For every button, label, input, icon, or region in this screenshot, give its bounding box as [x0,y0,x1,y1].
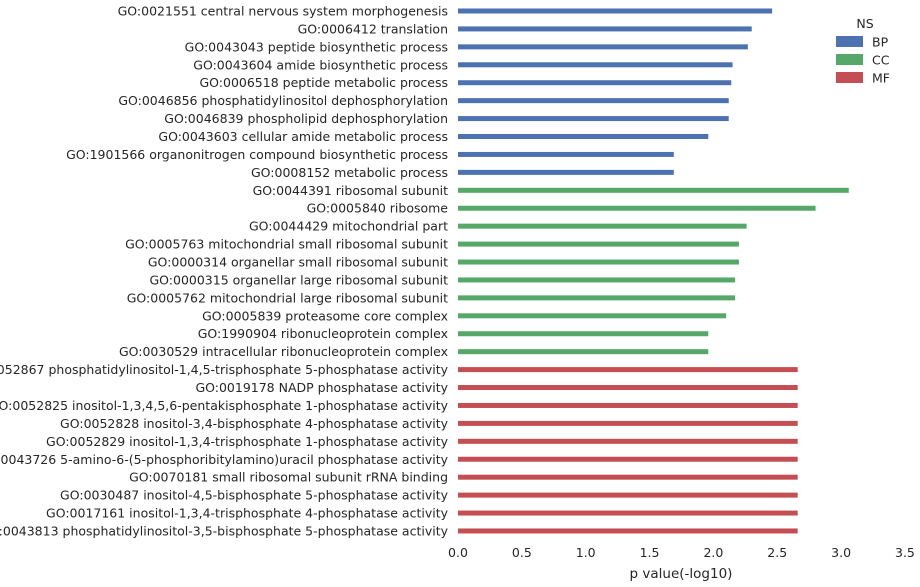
category-label: GO:0052825 inositol-1,3,4,5,6-pentakisph… [0,398,449,413]
bar-bp [458,62,733,68]
bar-bp [458,44,748,50]
category-label: GO:0052828 inositol-3,4-bisphosphate 4-p… [60,416,449,431]
bar-mf [458,474,798,480]
category-label: GO:1901566 organonitrogen compound biosy… [66,147,448,162]
category-label: GO:0005762 mitochondrial large ribosomal… [127,290,448,305]
bar-cc [458,205,816,211]
legend-swatch-cc [836,54,863,65]
category-label: GO:0052829 inositol-1,3,4-trisphosphate … [46,434,449,449]
bar-mf [458,438,798,444]
bar-bp [458,98,729,104]
bar-bp [458,116,729,122]
category-label: GO:1990904 ribonucleoprotein complex [198,326,448,341]
x-tick-label: 2.0 [703,545,723,560]
x-tick-label: 0.0 [448,545,468,560]
x-tick-label: 0.5 [512,545,532,560]
x-tick-label: 1.0 [576,545,596,560]
bar-cc [458,349,709,355]
bar-cc [458,331,709,337]
bar-bp [458,134,709,140]
bar-bp [458,26,752,32]
bar-cc [458,295,736,301]
category-label: GO:0044429 mitochondrial part [249,219,448,234]
category-label: GO:0043603 cellular amide metabolic proc… [158,129,448,144]
category-label: GO:0000314 organellar small ribosomal su… [148,255,448,270]
category-label: GO:0046856 phosphatidylinositol dephosph… [118,93,448,108]
bar-mf [458,420,798,426]
legend-label-bp: BP [872,35,889,50]
x-tick-label: 1.5 [640,545,660,560]
x-tick-label: 2.5 [767,545,787,560]
category-label: GO:0043604 amide biosynthetic process [193,57,448,72]
legend: NS BP CC MF [836,16,890,86]
category-label: GO:0005840 ribosome [307,201,449,216]
legend-label-cc: CC [872,53,890,68]
x-tick-label: 3.5 [895,545,915,560]
category-label: GO:0017161 inositol-1,3,4-trisphosphate … [46,506,449,521]
bar-mf [458,528,798,534]
bar-bp [458,169,674,175]
bar-cc [458,259,739,265]
bars-group [458,8,849,534]
category-label: GO:0043726 5-amino-6-(5-phosphoribitylam… [0,452,449,467]
bar-mf [458,492,798,498]
x-tick-label: 3.0 [831,545,851,560]
bar-mf [458,385,798,391]
category-label: GO:0043813 phosphatidylinositol-3,5-bisp… [0,523,449,538]
x-tick-labels-group: 0.0 0.5 1.0 1.5 2.0 2.5 3.0 3.5 [448,545,915,560]
legend-label-mf: MF [872,71,890,86]
category-labels-group: GO:0021551 central nervous system morpho… [0,4,449,539]
bar-cc [458,277,736,283]
category-label: GO:0021551 central nervous system morpho… [118,4,448,19]
category-label: GO:0043043 peptide biosynthetic process [185,39,448,54]
bar-cc [458,223,747,229]
category-label: GO:0005763 mitochondrial small ribosomal… [125,237,448,252]
category-label: GO:0046839 phospholipid dephosphorylatio… [164,111,448,126]
bar-cc [458,313,727,319]
legend-swatch-mf [836,72,863,83]
category-label: GO:0006518 peptide metabolic process [199,75,448,90]
category-label: GO:0008152 metabolic process [251,165,448,180]
bar-mf [458,510,798,516]
category-label: GO:0005839 proteasome core complex [202,308,448,323]
category-label: GO:0030529 intracellular ribonucleoprote… [119,344,448,359]
bar-cc [458,241,739,247]
category-label: GO:0006412 translation [298,21,448,36]
category-label: GO:0070181 small ribosomal subunit rRNA … [129,470,448,485]
bar-bp [458,8,773,14]
category-label: GO:0052867 phosphatidylinositol-1,4,5-tr… [0,362,449,377]
bar-bp [458,80,732,86]
bar-mf [458,402,798,408]
category-label: GO:0019178 NADP phosphatase activity [195,380,448,395]
category-label: GO:0044391 ribosomal subunit [253,183,448,198]
legend-entries: BP CC MF [836,35,890,86]
bar-cc [458,187,849,193]
legend-swatch-bp [836,36,863,47]
bar-mf [458,367,798,373]
category-label: GO:0030487 inositol-4,5-bisphosphate 5-p… [60,488,449,503]
legend-title: NS [856,16,873,31]
x-axis-label: p value(-log10) [630,566,733,582]
category-label: GO:0000315 organellar large ribosomal su… [149,272,448,287]
bar-mf [458,456,798,462]
bar-bp [458,151,674,157]
